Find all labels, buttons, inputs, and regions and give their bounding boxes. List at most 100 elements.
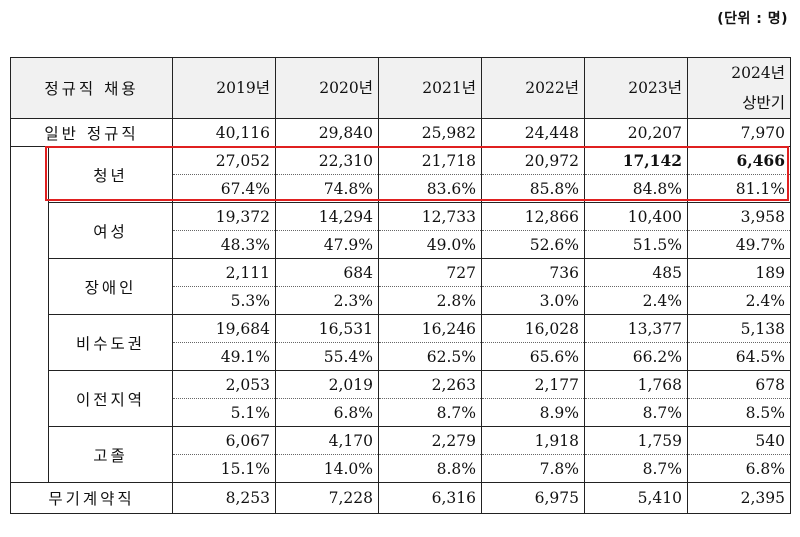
ratio-cell: 6.8%: [687, 454, 792, 483]
ratio-cell: 8.8%: [378, 454, 483, 483]
count-cell: 6,067: [172, 426, 277, 455]
count-cell: 2,019: [275, 370, 380, 399]
count-cell: 1,918: [481, 426, 586, 455]
group-ratio-row: 67.4% 74.8% 83.6% 85.8% 84.8% 81.1%: [11, 174, 792, 203]
group-count-row: 고졸 6,067 4,170 2,279 1,918 1,759 540: [11, 426, 792, 483]
ratio-cell: 2.4%: [687, 286, 792, 315]
ratio-cell: 65.6%: [481, 342, 586, 371]
ratio-cell: 74.8%: [275, 174, 380, 203]
ratio-cell: 47.9%: [275, 230, 380, 259]
group-count-row: 장애인 2,111 684 727 736 485 189: [11, 258, 792, 315]
row-label: 무기계약직: [9, 482, 174, 514]
count-cell: 4,170: [275, 426, 380, 455]
value-cell: 8,253: [172, 482, 277, 514]
header-row: 정규직 채용 2019년 2020년 2021년 2022년 2023년 202…: [9, 57, 792, 119]
year-header: 2019년: [172, 57, 277, 119]
group-ratio-row: 5.1% 6.8% 8.7% 8.9% 8.7% 8.5%: [11, 398, 792, 427]
count-cell: 16,531: [275, 314, 380, 343]
count-cell: 16,246: [378, 314, 483, 343]
ratio-cell: 7.8%: [481, 454, 586, 483]
indent-spacer: [10, 146, 49, 483]
ratio-cell: 14.0%: [275, 454, 380, 483]
group-count-row: 이전지역 2,053 2,019 2,263 2,177 1,768 678: [11, 370, 792, 427]
count-cell: 17,142: [584, 146, 689, 175]
group-label: 청년: [47, 146, 174, 203]
count-cell: 6,466: [687, 146, 792, 175]
value-cell: 20,207: [584, 118, 689, 147]
count-cell: 3,958: [687, 202, 792, 231]
year-header: 2024년 상반기: [687, 57, 792, 119]
value-cell: 29,840: [275, 118, 380, 147]
ratio-cell: 67.4%: [172, 174, 277, 203]
value-cell: 5,410: [584, 482, 689, 514]
count-cell: 2,177: [481, 370, 586, 399]
unit-label: (단위 : 명): [717, 11, 788, 27]
contract-row: 무기계약직 8,253 7,228 6,316 6,975 5,410 2,395: [9, 482, 792, 514]
year-header: 2023년: [584, 57, 689, 119]
count-cell: 10,400: [584, 202, 689, 231]
group-count-row: 청년 27,052 22,310 21,718 20,972 17,142 6,466: [10, 146, 792, 483]
group-label: 장애인: [47, 258, 174, 315]
group-ratio-row: 49.1% 55.4% 62.5% 65.6% 66.2% 64.5%: [11, 342, 792, 371]
group-label: 비수도권: [47, 314, 174, 371]
count-cell: 1,759: [584, 426, 689, 455]
year-header: 2022년: [481, 57, 586, 119]
ratio-cell: 8.7%: [584, 398, 689, 427]
category-header: 정규직 채용: [9, 57, 174, 119]
count-cell: 16,028: [481, 314, 586, 343]
ratio-cell: 49.7%: [687, 230, 792, 259]
ratio-cell: 2.3%: [275, 286, 380, 315]
ratio-cell: 85.8%: [481, 174, 586, 203]
count-cell: 12,733: [378, 202, 483, 231]
count-cell: 2,111: [172, 258, 277, 287]
count-cell: 189: [687, 258, 792, 287]
ratio-cell: 5.3%: [172, 286, 277, 315]
ratio-cell: 6.8%: [275, 398, 380, 427]
count-cell: 19,684: [172, 314, 277, 343]
value-cell: 6,975: [481, 482, 586, 514]
count-cell: 678: [687, 370, 792, 399]
group-count-row: 여성 19,372 14,294 12,733 12,866 10,400 3,958: [11, 202, 792, 259]
count-cell: 736: [481, 258, 586, 287]
ratio-cell: 55.4%: [275, 342, 380, 371]
ratio-cell: 81.1%: [687, 174, 792, 203]
count-cell: 2,263: [378, 370, 483, 399]
count-cell: 22,310: [275, 146, 380, 175]
count-cell: 540: [687, 426, 792, 455]
ratio-cell: 49.1%: [172, 342, 277, 371]
count-cell: 12,866: [481, 202, 586, 231]
ratio-cell: 83.6%: [378, 174, 483, 203]
count-cell: 485: [584, 258, 689, 287]
value-cell: 6,316: [378, 482, 483, 514]
hiring-table: 정규직 채용 2019년 2020년 2021년 2022년 2023년 202…: [9, 57, 792, 514]
ratio-cell: 84.8%: [584, 174, 689, 203]
count-cell: 27,052: [172, 146, 277, 175]
value-cell: 7,970: [687, 118, 792, 147]
count-cell: 19,372: [172, 202, 277, 231]
count-cell: 2,053: [172, 370, 277, 399]
ratio-cell: 64.5%: [687, 342, 792, 371]
count-cell: 14,294: [275, 202, 380, 231]
general-regular-row: 일반 정규직 40,116 29,840 25,982 24,448 20,207 7,97…: [9, 118, 792, 147]
group-label: 여성: [47, 202, 174, 259]
year-header: 2020년: [275, 57, 380, 119]
count-cell: 20,972: [481, 146, 586, 175]
ratio-cell: 2.4%: [584, 286, 689, 315]
group-label: 고졸: [47, 426, 174, 483]
group-label: 이전지역: [47, 370, 174, 427]
ratio-cell: 8.9%: [481, 398, 586, 427]
ratio-cell: 3.0%: [481, 286, 586, 315]
group-ratio-row: 48.3% 47.9% 49.0% 52.6% 51.5% 49.7%: [11, 230, 792, 259]
count-cell: 5,138: [687, 314, 792, 343]
ratio-cell: 8.7%: [378, 398, 483, 427]
count-cell: 727: [378, 258, 483, 287]
ratio-cell: 15.1%: [172, 454, 277, 483]
count-cell: 21,718: [378, 146, 483, 175]
ratio-cell: 62.5%: [378, 342, 483, 371]
count-cell: 13,377: [584, 314, 689, 343]
count-cell: 1,768: [584, 370, 689, 399]
ratio-cell: 8.5%: [687, 398, 792, 427]
value-cell: 40,116: [172, 118, 277, 147]
value-cell: 25,982: [378, 118, 483, 147]
count-cell: 684: [275, 258, 380, 287]
